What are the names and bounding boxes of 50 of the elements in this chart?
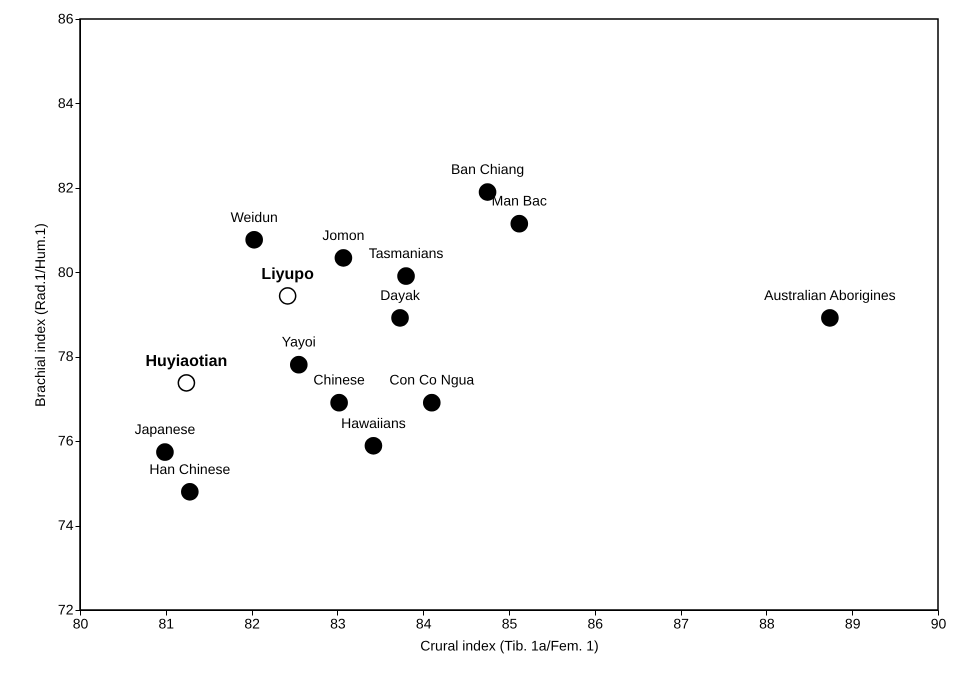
annotation: Tasmanians xyxy=(368,245,444,262)
annotation: Weidun xyxy=(230,208,278,225)
y-tick-label: 84 xyxy=(58,94,74,111)
x-tick-label: 82 xyxy=(244,616,260,632)
x-tick-label: 83 xyxy=(330,616,346,632)
point xyxy=(156,443,174,461)
point xyxy=(510,214,528,233)
annotation: Chinese xyxy=(313,372,366,388)
annotation: Hawaiians xyxy=(341,414,406,431)
y-tick-label: 82 xyxy=(58,179,74,196)
annotation: Ban Chiang xyxy=(450,161,524,178)
y-tick-label: 74 xyxy=(58,517,74,534)
annotation: Jomon xyxy=(322,226,364,243)
x-tick-label: 81 xyxy=(158,616,174,632)
point xyxy=(178,374,196,392)
point xyxy=(397,267,415,285)
y-axis-title: Brachial index (Rad.1/Hum.1) xyxy=(32,223,48,407)
x-tick-label: 90 xyxy=(930,616,946,632)
x-tick-label: 87 xyxy=(673,616,690,632)
y-tick-label: 76 xyxy=(58,432,74,449)
point xyxy=(334,249,352,267)
point xyxy=(422,394,441,412)
x-tick-label: 85 xyxy=(502,616,518,632)
annotation: Dayak xyxy=(380,286,421,303)
point xyxy=(278,287,296,305)
annotation: Yayoi xyxy=(282,334,316,350)
point xyxy=(391,309,409,327)
point xyxy=(821,309,839,327)
annotation: Australian Aborigines xyxy=(764,286,896,303)
x-tick-label: 89 xyxy=(844,616,861,632)
x-axis-title: Crural index (Tib. 1a/Fem. 1) xyxy=(420,638,599,654)
annotation: Man Bac xyxy=(492,192,547,209)
y-tick-label: 78 xyxy=(58,348,74,364)
y-tick-label: 80 xyxy=(58,264,74,280)
point xyxy=(330,394,348,412)
point xyxy=(181,483,199,501)
y-tick-label: 86 xyxy=(58,10,74,26)
x-tick-label: 80 xyxy=(72,616,88,632)
point xyxy=(245,230,263,249)
point xyxy=(290,356,308,374)
y-tick-label: 72 xyxy=(58,602,74,618)
x-tick-label: 86 xyxy=(588,616,604,632)
annotation: Liyupo xyxy=(261,266,314,283)
annotation: Huyiaotian xyxy=(145,352,228,370)
x-tick-label: 84 xyxy=(416,616,432,632)
annotation: Con Co Ngua xyxy=(389,372,474,388)
point xyxy=(364,436,382,455)
x-tick-label: 88 xyxy=(759,616,775,632)
annotation: Han Chinese xyxy=(149,460,231,477)
annotation: Japanese xyxy=(134,421,196,438)
